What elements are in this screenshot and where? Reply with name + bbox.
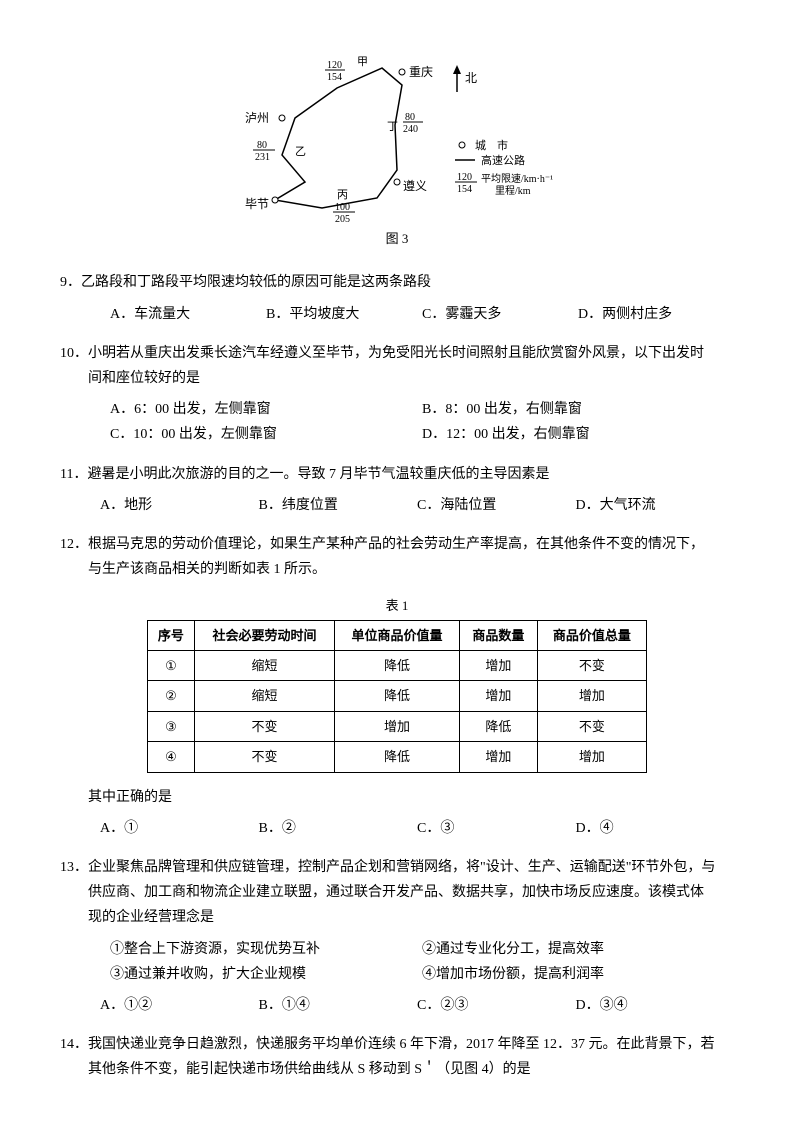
q12-sub: 其中正确的是	[60, 785, 734, 810]
q9-num: 9．	[60, 275, 81, 290]
table-row: ②缩短降低增加增加	[148, 681, 647, 711]
q12-th-3: 商品数量	[459, 620, 537, 650]
q12-th-2: 单位商品价值量	[335, 620, 460, 650]
q10-options: A．6：00 出发，左侧靠窗 B．8：00 出发，右侧靠窗 C．10：00 出发…	[60, 397, 734, 447]
q9-options: A．车流量大 B．平均坡度大 C．雾霾天多 D．两侧村庄多	[60, 302, 734, 327]
svg-text:205: 205	[335, 214, 350, 225]
q12-text2: 与生产该商品相关的判断如表 1 所示。	[60, 557, 734, 582]
question-10: 10．小明若从重庆出发乘长途汽车经遵义至毕节，为免受阳光长时间照射且能欣赏窗外风…	[60, 341, 734, 448]
q10-num: 10．	[60, 346, 88, 361]
q13-text3: 现的企业经营理念是	[60, 905, 734, 930]
svg-text:高速公路: 高速公路	[481, 153, 525, 167]
q11-opt-a: A．地形	[100, 493, 259, 518]
svg-text:丙: 丙	[337, 189, 348, 201]
q13-opt-a: A．①②	[100, 993, 259, 1018]
q13-text: 企业聚焦品牌管理和供应链管理，控制产品企划和营销网络，将"设计、生产、运输配送"…	[88, 860, 715, 875]
svg-text:里程/km: 里程/km	[495, 185, 531, 197]
q13-opt-c: C．②③	[417, 993, 576, 1018]
map-figure: 重庆 泸州 遵义 毕节 甲 120 154 乙 80 231 丙 100 205…	[227, 50, 567, 250]
q12-opt-d: D．④	[576, 816, 735, 841]
q14-text2: 其他条件不变，能引起快递市场供给曲线从 S 移动到 S＇（见图 4）的是	[60, 1057, 734, 1082]
q12-text: 根据马克思的劳动价值理论，如果生产某种产品的社会劳动生产率提高，在其他条件不变的…	[88, 537, 704, 552]
q10-opt-c: C．10：00 出发，左侧靠窗	[110, 422, 422, 447]
q13-statements: ①整合上下游资源，实现优势互补 ②通过专业化分工，提高效率 ③通过兼并收购，扩大…	[60, 937, 734, 987]
q13-s1: ①整合上下游资源，实现优势互补	[110, 937, 422, 962]
map-caption: 图 3	[227, 227, 567, 250]
q12-table-container: 表 1 序号 社会必要劳动时间 单位商品价值量 商品数量 商品价值总量 ①缩短降…	[147, 594, 647, 772]
question-9: 9．乙路段和丁路段平均限速均较低的原因可能是这两条路段 A．车流量大 B．平均坡…	[60, 270, 734, 326]
q12-th-1: 社会必要劳动时间	[194, 620, 334, 650]
svg-text:乙: 乙	[295, 145, 306, 158]
q12-num: 12．	[60, 537, 88, 552]
q13-s4: ④增加市场份额，提高利润率	[422, 962, 734, 987]
svg-text:北: 北	[465, 71, 477, 85]
city-chongqing: 重庆	[409, 65, 433, 79]
q9-text: 乙路段和丁路段平均限速均较低的原因可能是这两条路段	[81, 275, 431, 290]
q11-opt-d: D．大气环流	[576, 493, 735, 518]
map-svg: 重庆 泸州 遵义 毕节 甲 120 154 乙 80 231 丙 100 205…	[227, 50, 567, 225]
q11-opt-b: B．纬度位置	[259, 493, 418, 518]
q13-opt-b: B．①④	[259, 993, 418, 1018]
q12-options: A．① B．② C．③ D．④	[60, 816, 734, 841]
q11-num: 11．	[60, 467, 87, 482]
svg-text:154: 154	[457, 184, 472, 195]
q14-num: 14．	[60, 1037, 88, 1052]
q9-opt-d: D．两侧村庄多	[578, 302, 734, 327]
svg-text:120: 120	[327, 60, 342, 71]
svg-text:80: 80	[405, 112, 415, 123]
svg-text:240: 240	[403, 124, 418, 135]
city-bijie: 毕节	[245, 197, 269, 211]
q13-s2: ②通过专业化分工，提高效率	[422, 937, 734, 962]
city-zunyi: 遵义	[403, 178, 427, 193]
svg-text:城 市: 城 市	[475, 138, 508, 152]
question-11: 11．避暑是小明此次旅游的目的之一。导致 7 月毕节气温较重庆低的主导因素是 A…	[60, 462, 734, 518]
q13-num: 13．	[60, 860, 88, 875]
table-row: ④不变降低增加增加	[148, 742, 647, 772]
q10-text2: 间和座位较好的是	[60, 366, 734, 391]
q13-opt-d: D．③④	[576, 993, 735, 1018]
svg-text:丁: 丁	[387, 121, 398, 133]
q12-table-caption: 表 1	[147, 594, 647, 617]
q9-opt-b: B．平均坡度大	[266, 302, 422, 327]
q12-opt-c: C．③	[417, 816, 576, 841]
q10-text: 小明若从重庆出发乘长途汽车经遵义至毕节，为免受阳光长时间照射且能欣赏窗外风景，以…	[88, 346, 704, 361]
q12-opt-b: B．②	[259, 816, 418, 841]
q13-options: A．①② B．①④ C．②③ D．③④	[60, 993, 734, 1018]
table-row: ③不变增加降低不变	[148, 711, 647, 741]
q12-table: 序号 社会必要劳动时间 单位商品价值量 商品数量 商品价值总量 ①缩短降低增加不…	[147, 620, 647, 773]
svg-text:231: 231	[255, 152, 270, 163]
q10-opt-a: A．6：00 出发，左侧靠窗	[110, 397, 422, 422]
q10-opt-b: B．8：00 出发，右侧靠窗	[422, 397, 734, 422]
q12-th-4: 商品价值总量	[537, 620, 646, 650]
q11-text: 避暑是小明此次旅游的目的之一。导致 7 月毕节气温较重庆低的主导因素是	[87, 467, 549, 482]
city-luzhou: 泸州	[245, 111, 269, 125]
q12-opt-a: A．①	[100, 816, 259, 841]
q11-options: A．地形 B．纬度位置 C．海陆位置 D．大气环流	[60, 493, 734, 518]
svg-text:100: 100	[335, 202, 350, 213]
question-13: 13．企业聚焦品牌管理和供应链管理，控制产品企划和营销网络，将"设计、生产、运输…	[60, 855, 734, 1018]
svg-text:120: 120	[457, 172, 472, 183]
q14-text: 我国快递业竞争日趋激烈，快递服务平均单价连续 6 年下滑，2017 年降至 12…	[88, 1037, 715, 1052]
svg-text:平均限速/km·h⁻¹: 平均限速/km·h⁻¹	[481, 173, 553, 185]
svg-text:154: 154	[327, 72, 342, 83]
q13-s3: ③通过兼并收购，扩大企业规模	[110, 962, 422, 987]
svg-text:80: 80	[257, 140, 267, 151]
question-14: 14．我国快递业竞争日趋激烈，快递服务平均单价连续 6 年下滑，2017 年降至…	[60, 1032, 734, 1082]
q9-opt-c: C．雾霾天多	[422, 302, 578, 327]
svg-text:甲: 甲	[357, 56, 368, 68]
q9-opt-a: A．车流量大	[110, 302, 266, 327]
question-12: 12．根据马克思的劳动价值理论，如果生产某种产品的社会劳动生产率提高，在其他条件…	[60, 532, 734, 841]
q10-opt-d: D．12：00 出发，右侧靠窗	[422, 422, 734, 447]
q12-th-0: 序号	[148, 620, 195, 650]
table-row: ①缩短降低增加不变	[148, 651, 647, 681]
q13-text2: 供应商、加工商和物流企业建立联盟，通过联合开发产品、数据共享，加快市场反应速度。…	[60, 880, 734, 905]
q11-opt-c: C．海陆位置	[417, 493, 576, 518]
